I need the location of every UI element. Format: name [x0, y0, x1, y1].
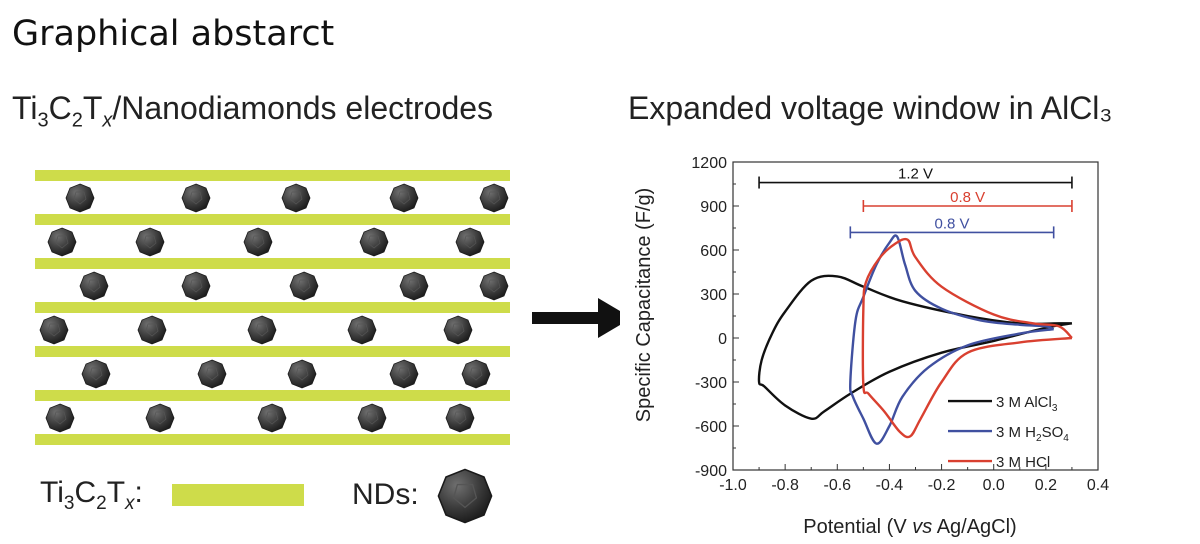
annotation-label: 1.2 V — [898, 166, 933, 183]
right-panel-title: Expanded voltage window in AlCl₃ — [628, 90, 1113, 126]
mxene-layer — [35, 434, 510, 445]
nanodiamond — [281, 183, 311, 213]
nanodiamond — [181, 183, 211, 213]
nanodiamond — [79, 271, 109, 301]
voltage-window-annotations: 1.2 V 0.8 V 0.8 V — [758, 166, 1073, 239]
nanodiamond — [389, 359, 419, 389]
title-ti: Ti — [12, 90, 38, 126]
series-line-3 — [861, 237, 1073, 439]
nanodiamond — [445, 403, 475, 433]
x-axis-label: Potential (V vs Ag/AgCl) — [803, 516, 1016, 538]
nanodiamond — [347, 315, 377, 345]
x-tick-label: -0.8 — [771, 477, 799, 494]
x-tick-label: -1.0 — [719, 477, 747, 494]
title-sub-x: x — [102, 109, 113, 132]
y-tick-label: 1200 — [691, 155, 727, 172]
nanodiamond — [145, 403, 175, 433]
y-tick-label: 0 — [718, 331, 727, 348]
nanodiamond — [479, 271, 509, 301]
title-t: T — [82, 90, 103, 126]
x-tick-label: -0.4 — [876, 477, 904, 494]
mxene-layer — [35, 390, 510, 401]
y-tick-label: 900 — [700, 199, 727, 216]
nanodiamond — [399, 271, 429, 301]
legend-mxene-label: Ti3C2Tx: — [40, 476, 143, 514]
y-tick-label: 600 — [700, 243, 727, 260]
mxene-layer — [35, 258, 510, 269]
arrow-right-icon — [532, 298, 620, 338]
x-tick-label: 0.4 — [1087, 477, 1109, 494]
electrode-schematic: Ti3C2Tx: NDs: — [35, 170, 620, 524]
y-tick-label: 300 — [700, 287, 727, 304]
nanodiamond — [81, 359, 111, 389]
x-tick-label: -0.2 — [928, 477, 956, 494]
legend-mxene-swatch — [172, 484, 304, 506]
nanodiamond — [197, 359, 227, 389]
nanodiamond — [289, 271, 319, 301]
nanodiamond — [455, 227, 485, 257]
nanodiamond — [135, 227, 165, 257]
legend-nd-label: NDs: — [352, 478, 419, 511]
nanodiamond — [287, 359, 317, 389]
nanodiamond — [181, 271, 211, 301]
graphical-abstract-title: Graphical abstarct — [12, 14, 335, 54]
nanodiamond — [243, 227, 273, 257]
nanodiamond — [45, 403, 75, 433]
nanodiamond — [357, 403, 387, 433]
y-tick-label: -900 — [695, 463, 727, 480]
series-line-2 — [849, 234, 1055, 445]
y-tick-label: -600 — [695, 419, 727, 436]
nanodiamond — [443, 315, 473, 345]
mxene-layers — [35, 170, 510, 445]
nanodiamond — [479, 183, 509, 213]
nanodiamond — [359, 227, 389, 257]
cv-chart: -1.0 -0.8 -0.6 -0.4 -0.2 0.0 0.2 0.4 -900 -600 -30… — [633, 155, 1109, 538]
nanodiamond — [65, 183, 95, 213]
title-sub-3: 3 — [37, 109, 49, 132]
title-c: C — [48, 90, 72, 126]
annotation-label: 0.8 V — [950, 189, 985, 206]
title-rest: /Nanodiamonds electrodes — [112, 90, 494, 126]
nanodiamond — [137, 315, 167, 345]
legend-nd-icon — [437, 468, 493, 524]
x-tick-label: 0.0 — [983, 477, 1005, 494]
nanodiamond — [389, 183, 419, 213]
annotation-label: 0.8 V — [934, 215, 969, 232]
nanodiamond — [461, 359, 491, 389]
series-line-1 — [757, 274, 1073, 421]
nanodiamond — [257, 403, 287, 433]
mxene-layer — [35, 346, 510, 357]
y-tick-label: -300 — [695, 375, 727, 392]
chart-series — [757, 234, 1073, 445]
legend-entry: 3 M H2SO4 — [996, 424, 1069, 444]
chart-legend: 3 M AlCl3 3 M H2SO4 3 M HCl — [948, 394, 1069, 471]
x-tick-label: 0.2 — [1035, 477, 1057, 494]
mxene-layer — [35, 214, 510, 225]
title-sub-2: 2 — [71, 109, 83, 132]
legend-entry: 3 M AlCl3 — [996, 394, 1058, 414]
nanodiamond — [47, 227, 77, 257]
mxene-layer — [35, 170, 510, 181]
chart-axes: -1.0 -0.8 -0.6 -0.4 -0.2 0.0 0.2 0.4 -900 -600 -30… — [691, 155, 1109, 494]
nanodiamond — [247, 315, 277, 345]
nanodiamond — [39, 315, 69, 345]
mxene-layer — [35, 302, 510, 313]
legend-entry: 3 M HCl — [996, 454, 1050, 471]
x-tick-label: -0.6 — [823, 477, 851, 494]
left-panel-title: Ti3C2Tx/Nanodiamonds electrodes — [12, 90, 493, 132]
y-axis-label: Specific Capacitance (F/g) — [633, 188, 655, 423]
